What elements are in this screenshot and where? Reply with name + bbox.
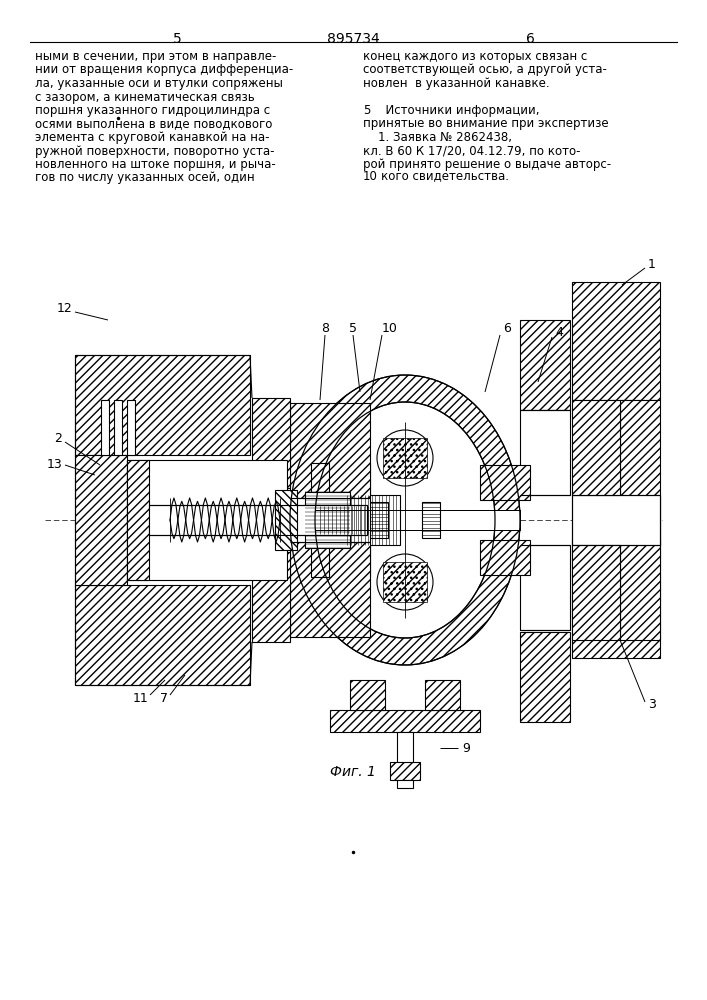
Bar [480, 465, 530, 500]
Bar [397, 780, 413, 788]
Text: 11: 11 [132, 692, 148, 704]
Text: кл. В 60 К 17/20, 04.12.79, по кото-: кл. В 60 К 17/20, 04.12.79, по кото- [363, 144, 580, 157]
Bar [370, 502, 388, 538]
Bar [520, 632, 570, 722]
Text: элемента с круговой канавкой на на-: элемента с круговой канавкой на на- [35, 131, 269, 144]
Bar [390, 762, 420, 780]
Text: 5: 5 [363, 104, 370, 117]
Text: 2: 2 [54, 432, 62, 444]
Bar [330, 710, 480, 732]
Text: ными в сечении, при этом в направле-: ными в сечении, при этом в направле- [35, 50, 276, 63]
Bar [422, 502, 440, 538]
Text: гов по числу указанных осей, один: гов по числу указанных осей, один [35, 172, 255, 184]
Bar [101, 400, 109, 455]
Text: новленного на штоке поршня, и рыча-: новленного на штоке поршня, и рыча- [35, 158, 276, 171]
Text: рой принято решение о выдаче авторс-: рой принято решение о выдаче авторс- [363, 158, 611, 171]
Bar [252, 398, 290, 488]
Text: 10: 10 [382, 322, 398, 334]
Bar [620, 520, 660, 640]
Text: 5: 5 [349, 322, 357, 334]
Bar [75, 585, 250, 685]
Text: с зазором, а кинематическая связь: с зазором, а кинематическая связь [35, 91, 255, 104]
Text: 9: 9 [462, 742, 470, 754]
Bar [383, 438, 427, 478]
Bar [397, 732, 413, 764]
Polygon shape [290, 375, 520, 520]
Bar [127, 400, 135, 455]
Text: принятые во внимание при экспертизе: принятые во внимание при экспертизе [363, 117, 609, 130]
Bar [290, 542, 370, 637]
Text: 12: 12 [57, 302, 72, 314]
Text: 7: 7 [160, 692, 168, 704]
Bar [114, 400, 122, 455]
Bar [572, 545, 620, 640]
Bar [520, 545, 570, 630]
Text: 5: 5 [173, 32, 182, 46]
Text: 1. Заявка № 2862438,: 1. Заявка № 2862438, [363, 131, 512, 144]
Text: Источники информации,: Источники информации, [363, 104, 539, 117]
Text: Фиг. 1: Фиг. 1 [330, 765, 376, 779]
Text: 4: 4 [555, 326, 563, 338]
Bar [275, 490, 297, 550]
Bar [315, 542, 370, 577]
Bar [383, 562, 427, 602]
Circle shape [377, 430, 433, 486]
Text: 3: 3 [648, 698, 656, 712]
Text: кого свидетельства.: кого свидетельства. [381, 169, 509, 182]
Text: 1: 1 [648, 258, 656, 271]
Bar [572, 282, 660, 400]
Text: поршня указанного гидроцилиндра с: поршня указанного гидроцилиндра с [35, 104, 270, 117]
Bar [345, 495, 400, 545]
Text: соответствующей осью, а другой уста-: соответствующей осью, а другой уста- [363, 64, 607, 77]
Circle shape [377, 554, 433, 610]
Polygon shape [290, 520, 520, 665]
Text: 6: 6 [503, 322, 511, 334]
Bar [350, 680, 385, 710]
Bar [315, 510, 520, 530]
Bar [620, 400, 660, 520]
Bar [572, 495, 660, 545]
Bar [311, 463, 329, 498]
Bar [572, 540, 660, 658]
Text: ружной поверхности, поворотно уста-: ружной поверхности, поворотно уста- [35, 144, 274, 157]
Bar [520, 320, 570, 410]
Bar [305, 492, 350, 548]
Bar [127, 460, 287, 580]
Bar [290, 498, 370, 542]
Text: нии от вращения корпуса дифференциа-: нии от вращения корпуса дифференциа- [35, 64, 293, 77]
Text: осями выполнена в виде поводкового: осями выполнена в виде поводкового [35, 117, 272, 130]
Bar [425, 680, 460, 710]
Bar [75, 455, 127, 585]
Text: 13: 13 [46, 458, 62, 472]
Text: конец каждого из которых связан с: конец каждого из которых связан с [363, 50, 588, 63]
Bar [572, 400, 620, 495]
Bar [315, 463, 370, 498]
Bar [520, 410, 570, 495]
Text: 895734: 895734 [327, 32, 380, 46]
Bar [480, 540, 530, 575]
Bar [290, 403, 370, 498]
Text: 6: 6 [525, 32, 534, 46]
Bar [252, 552, 290, 642]
Bar [311, 542, 329, 577]
Text: ла, указанные оси и втулки сопряжены: ла, указанные оси и втулки сопряжены [35, 77, 283, 90]
Text: 10: 10 [363, 169, 378, 182]
Text: новлен  в указанной канавке.: новлен в указанной канавке. [363, 77, 549, 90]
Text: 8: 8 [321, 322, 329, 334]
Bar [149, 505, 367, 535]
Bar [75, 355, 250, 455]
Bar [127, 460, 149, 580]
